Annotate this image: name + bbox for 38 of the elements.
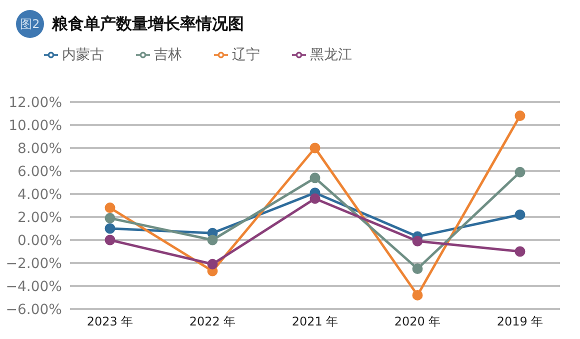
point: [104, 202, 116, 214]
point: [412, 264, 423, 274]
point: [104, 234, 116, 246]
x-tick-label: 2023 年: [86, 314, 134, 329]
x-tick-label: 2019 年: [496, 314, 544, 329]
y-tick-label: 12.00%: [8, 94, 62, 111]
point: [514, 246, 526, 257]
point: [207, 234, 218, 246]
caption: 图2: [20, 16, 40, 32]
y-tick-label: 2.00%: [18, 210, 62, 226]
point: [514, 209, 526, 220]
point: [310, 172, 320, 184]
point: [514, 166, 526, 178]
legend-label: 黑龙江: [310, 47, 352, 63]
y-tick-label: −2.00%: [6, 256, 62, 272]
chart-title: 粮食单产数量增长率情况图: [52, 14, 244, 34]
x-tick-label: 2022 年: [189, 314, 236, 329]
legend-label: 内蒙古: [62, 47, 104, 63]
y-tick-label: −6.00%: [6, 302, 62, 318]
point: [207, 258, 218, 270]
y-tick-label: 10.00%: [8, 118, 62, 134]
point: [104, 223, 116, 234]
point: [412, 290, 423, 300]
point: [104, 212, 116, 224]
circle-badge: 图2: [16, 10, 44, 38]
legend-label: 吉林: [154, 47, 182, 63]
point: [412, 236, 423, 246]
point: [310, 142, 320, 154]
y-tick-label: −4.00%: [6, 278, 62, 295]
point: [514, 110, 526, 122]
x-tick-label: 2020 年: [394, 314, 441, 329]
y-tick-label: 0.00%: [18, 232, 62, 249]
x-tick-label: 2021 年: [292, 314, 338, 329]
y-tick-label: 4.00%: [18, 186, 62, 203]
point: [310, 193, 320, 204]
y-tick-label: 6.00%: [18, 164, 62, 180]
y-tick-label: 8.00%: [18, 140, 62, 157]
legend-label: 辽宁: [232, 47, 260, 63]
